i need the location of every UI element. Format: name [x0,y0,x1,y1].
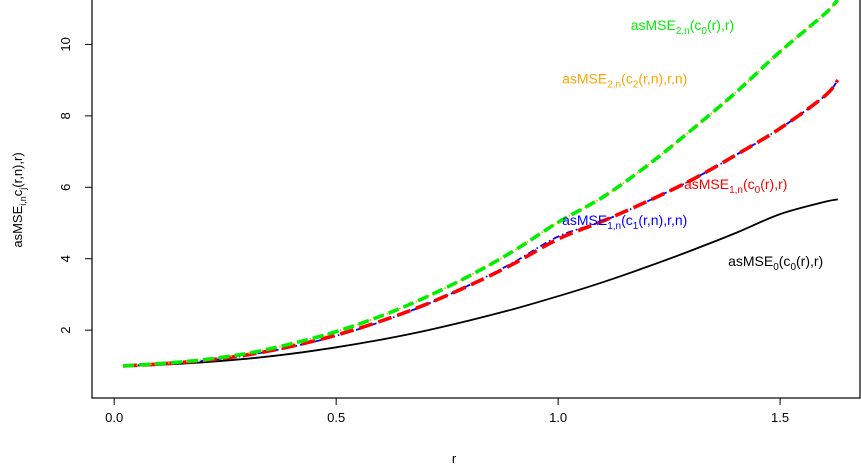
x-tick-label: 1.0 [549,410,567,425]
series-line-mse2_c2 [123,0,839,367]
series-line-mse0 [123,198,838,367]
label-text: (c [621,212,633,228]
label-text: (r,n),r,n) [638,212,687,228]
label-text: asMSE [562,212,607,228]
label-text: (r),r) [796,253,823,269]
y-tick-label: 6 [58,184,73,191]
label-text: (r),r) [760,176,787,192]
series-line-mse2_c0 [122,0,840,368]
label-text: (r,n),r,n) [638,71,687,87]
label-text: asMSE [562,71,607,87]
subscript-text: 0 [790,262,796,273]
curve-label-lab-mse0: asMSE0(c0(r),r) [728,253,823,273]
series-lines [122,0,840,368]
series-line-mse1_c0 [123,78,840,368]
subscript-text: 1,n [729,185,743,196]
label-text: (c [690,17,702,33]
y-axis: 2 4 6 8 10 [58,37,93,334]
curve-label-lab-mse2-c2: asMSE2,n(c2(r,n),r,n) [562,71,687,91]
curve-label-lab-mse2-c0: asMSE2,n(c0(r),r) [631,17,734,37]
subscript-text: 1,n [607,221,621,232]
subscript-text: 0 [773,262,779,273]
label-text: asMSE [728,253,773,269]
curve-label-lab-mse1-c0: asMSE1,n(c0(r),r) [684,176,787,196]
y-tick-label: 2 [58,327,73,334]
curve-label-lab-mse1-c1: asMSE1,n(c1(r,n),r,n) [562,212,687,232]
label-text: (c [621,71,633,87]
series-line-mse1_c1 [123,79,839,367]
subscript-text: 0 [701,26,707,37]
label-text: (c [779,253,791,269]
x-tick-label: 1.5 [771,410,789,425]
label-text: asMSE [684,176,729,192]
x-tick-label: 0.0 [105,410,123,425]
x-axis: 0.0 0.5 1.0 1.5 [105,397,789,425]
y-axis-label: asMSEi,ncj(r,n),r) [10,152,28,247]
x-axis-label: r [452,451,457,466]
y-tick-label: 4 [58,255,73,262]
label-text: (c [743,176,755,192]
label-text: asMSE [10,205,25,247]
y-tick-label: 8 [58,112,73,119]
subscript-text: 2 [633,80,639,91]
subscript-text: 1 [633,221,639,232]
label-text: asMSE [631,17,676,33]
label-text: (r,n),r) [10,152,25,187]
y-tick-label: 10 [58,37,73,51]
subscript-text: 2,n [676,26,690,37]
subscript-text: j [18,188,28,191]
label-text: c [10,189,25,196]
subscript-text: i,n [18,196,28,206]
label-text: (r),r) [707,17,734,33]
subscript-text: 2,n [607,80,621,91]
subscript-text: 0 [755,185,761,196]
x-tick-label: 0.5 [327,410,345,425]
plot-frame [91,0,861,399]
curve-labels: asMSE2,n(c0(r),r)asMSE2,n(c2(r,n),r,n)as… [562,17,823,273]
